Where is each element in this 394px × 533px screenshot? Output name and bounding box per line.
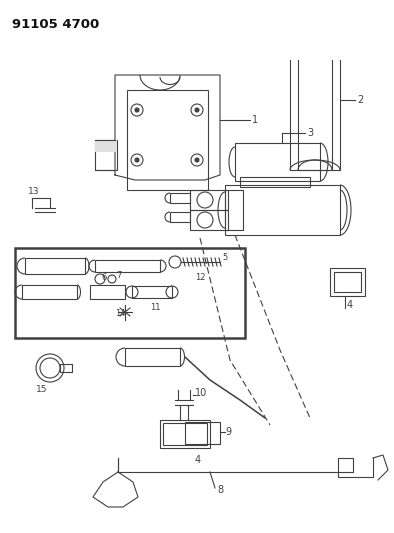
Text: 4: 4 xyxy=(195,455,201,465)
Bar xyxy=(132,286,172,298)
Text: 11: 11 xyxy=(150,303,160,312)
Text: 13: 13 xyxy=(28,188,39,197)
Text: 8: 8 xyxy=(217,485,223,495)
Bar xyxy=(90,285,125,299)
Bar xyxy=(125,348,180,366)
Bar xyxy=(22,285,77,299)
Text: 9: 9 xyxy=(225,427,231,437)
Bar xyxy=(330,268,365,296)
Text: 91105 4700: 91105 4700 xyxy=(12,18,99,31)
Text: 5: 5 xyxy=(222,254,227,262)
Bar xyxy=(185,422,220,444)
Circle shape xyxy=(135,158,139,162)
Bar xyxy=(225,185,340,235)
Text: 15: 15 xyxy=(36,385,48,394)
Bar xyxy=(15,248,245,338)
Text: 10: 10 xyxy=(195,388,207,398)
Text: 14: 14 xyxy=(115,309,126,318)
Text: 3: 3 xyxy=(307,128,313,138)
Bar xyxy=(225,190,243,230)
Text: 7: 7 xyxy=(116,271,121,279)
Bar xyxy=(95,140,117,170)
Text: 4: 4 xyxy=(347,300,353,310)
Bar xyxy=(334,272,361,292)
Circle shape xyxy=(195,158,199,162)
Text: 2: 2 xyxy=(357,95,363,105)
Bar xyxy=(95,260,160,272)
Bar xyxy=(170,193,190,203)
Bar xyxy=(127,90,208,190)
Bar xyxy=(160,420,210,448)
Bar xyxy=(190,210,228,230)
Bar xyxy=(190,190,228,210)
Text: 12: 12 xyxy=(195,273,206,282)
Bar xyxy=(170,212,190,222)
Circle shape xyxy=(135,108,139,112)
Bar xyxy=(95,140,117,152)
Bar xyxy=(60,364,72,372)
Text: 6: 6 xyxy=(101,272,107,281)
Bar xyxy=(235,143,320,181)
Bar xyxy=(240,177,310,187)
Bar xyxy=(163,423,207,445)
Circle shape xyxy=(195,108,199,112)
Bar xyxy=(25,258,85,274)
Text: 1: 1 xyxy=(252,115,258,125)
